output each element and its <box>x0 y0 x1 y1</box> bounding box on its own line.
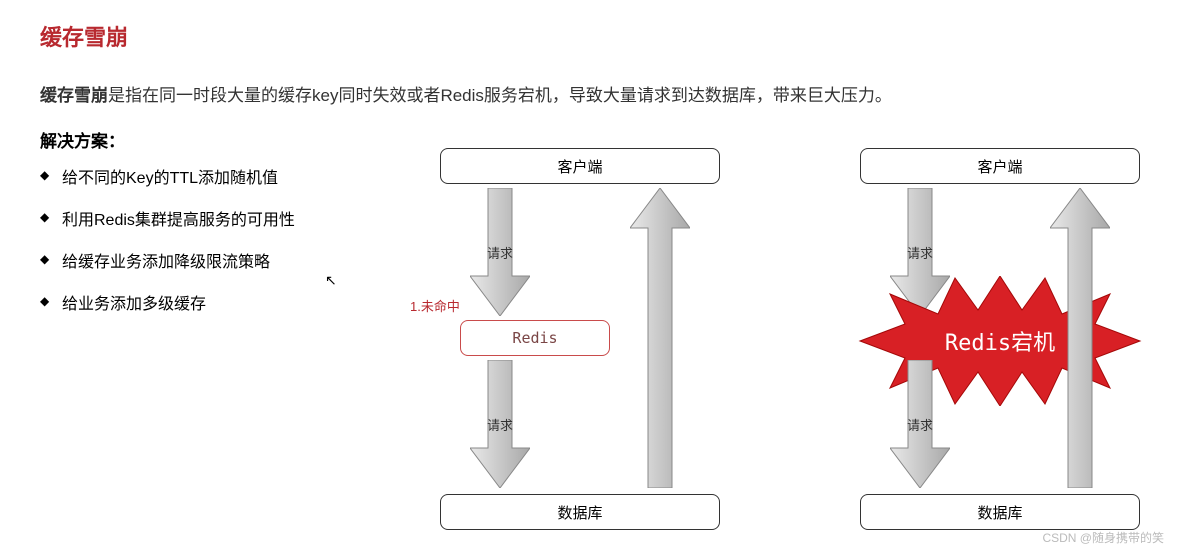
diagram-normal: 客户端 请求 1.未命中 Redis <box>420 148 740 538</box>
desc-rest: 是指在同一时段大量的缓存key同时失效或者Redis服务宕机，导致大量请求到达数… <box>108 86 892 105</box>
desc-bold: 缓存雪崩 <box>40 86 108 105</box>
db-box: 数据库 <box>440 494 720 530</box>
client-box: 客户端 <box>440 148 720 184</box>
arrow-label: 请求 <box>470 415 530 434</box>
arrow-label: 请求 <box>890 415 950 434</box>
client-box: 客户端 <box>860 148 1140 184</box>
diagram-crash: 客户端 请求 Redis宕机 <box>840 148 1160 538</box>
cursor-icon: ↖ <box>325 272 337 289</box>
page-title: 缓存雪崩 <box>40 20 1144 52</box>
db-box: 数据库 <box>860 494 1140 530</box>
watermark: CSDN @随身携带的笑 <box>1042 529 1164 546</box>
arrow-label: 请求 <box>470 243 530 262</box>
arrow-label: 请求 <box>890 243 950 262</box>
description: 缓存雪崩是指在同一时段大量的缓存key同时失效或者Redis服务宕机，导致大量请… <box>40 82 1144 109</box>
arrow-up-icon <box>630 188 690 488</box>
redis-box: Redis <box>460 320 610 356</box>
arrow-up-icon <box>1050 188 1110 488</box>
burst-label: Redis宕机 <box>945 325 1055 357</box>
diagrams-container: 客户端 请求 1.未命中 Redis <box>420 148 1160 538</box>
miss-label: 1.未命中 <box>410 296 460 315</box>
